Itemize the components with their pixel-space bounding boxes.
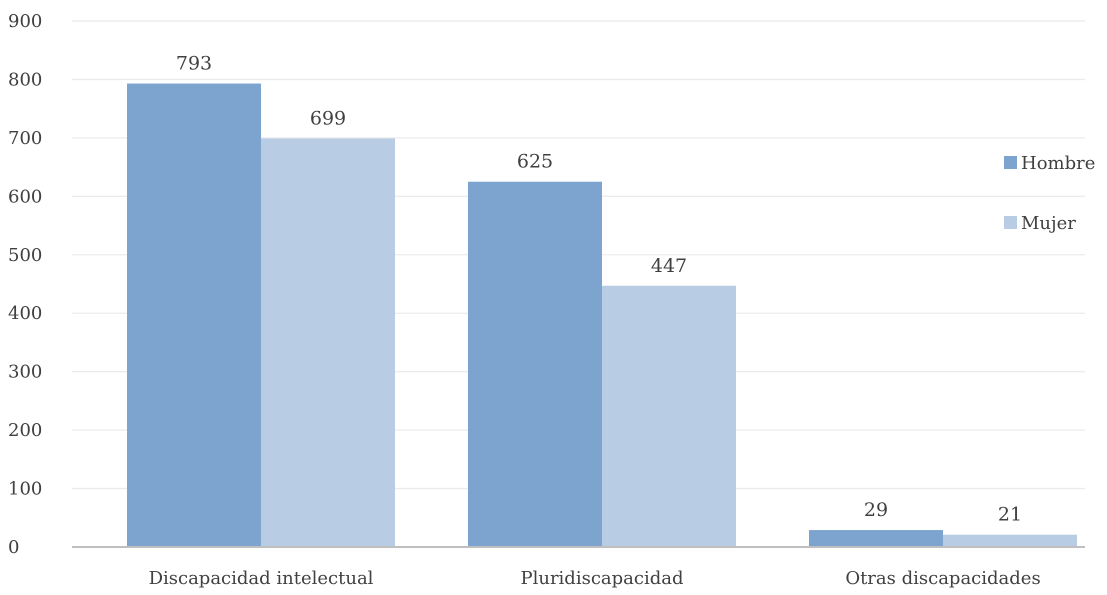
bar-hombre xyxy=(809,530,943,547)
y-tick-label: 400 xyxy=(8,303,42,324)
data-label: 21 xyxy=(998,504,1022,526)
legend-swatch-hombre xyxy=(1004,156,1017,169)
y-tick-label: 0 xyxy=(8,537,19,558)
x-axis-category-labels: Discapacidad intelectual Pluridiscapacida… xyxy=(149,568,1041,589)
data-label: 447 xyxy=(651,255,687,277)
y-tick-label: 900 xyxy=(8,11,42,32)
x-category-label: Pluridiscapacidad xyxy=(520,568,683,589)
y-tick-label: 700 xyxy=(8,128,42,149)
y-tick-label: 300 xyxy=(8,362,42,383)
legend-label-hombre: Hombre xyxy=(1021,153,1095,174)
data-label: 625 xyxy=(517,151,553,173)
y-tick-label: 500 xyxy=(8,245,42,266)
bar-mujer xyxy=(261,138,395,547)
legend-label-mujer: Mujer xyxy=(1021,213,1076,234)
y-tick-label: 100 xyxy=(8,479,42,500)
data-labels: 793 699 625 447 29 21 xyxy=(176,53,1022,526)
x-category-label: Discapacidad intelectual xyxy=(149,568,374,589)
data-label: 699 xyxy=(310,107,346,129)
x-category-label: Otras discapacidades xyxy=(845,568,1040,589)
y-tick-label: 800 xyxy=(8,69,42,90)
y-tick-label: 200 xyxy=(8,420,42,441)
bar-hombre xyxy=(468,181,602,547)
y-tick-label: 600 xyxy=(8,186,42,207)
bars xyxy=(127,83,1077,547)
bar-hombre xyxy=(127,83,261,547)
bar-mujer xyxy=(602,285,736,547)
data-label: 29 xyxy=(864,499,888,521)
data-label: 793 xyxy=(176,53,212,75)
legend: Hombre Mujer xyxy=(1004,153,1095,234)
bar-mujer xyxy=(943,534,1077,547)
legend-swatch-mujer xyxy=(1004,216,1017,229)
y-axis-ticks: 0 100 200 300 400 500 600 700 800 900 xyxy=(8,11,42,558)
